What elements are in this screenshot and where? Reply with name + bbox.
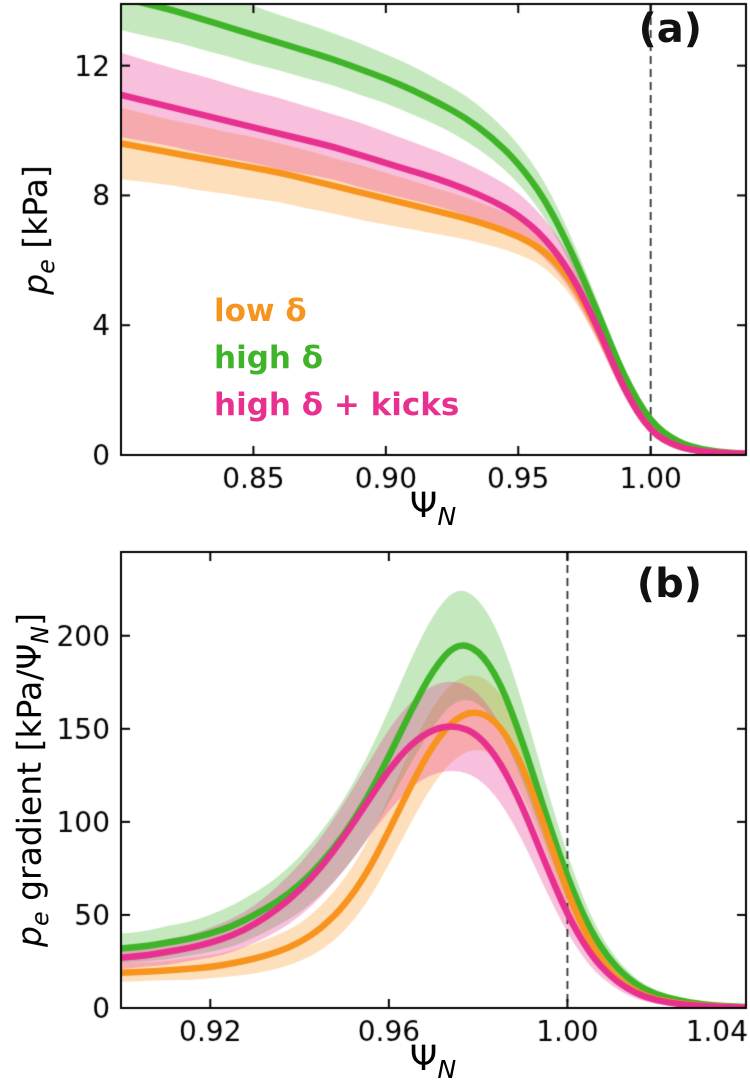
axis-label-segment: N — [437, 502, 457, 531]
panel-a-plot-canvas — [0, 0, 750, 535]
axis-label-segment: Ψ — [9, 643, 49, 670]
axis-label-segment: p — [15, 273, 55, 295]
legend-item: low δ — [214, 293, 307, 329]
axis-label-segment: N — [26, 625, 55, 644]
axis-label-segment: e — [32, 259, 61, 274]
axis-label-segment: gradient [kPa/ — [9, 669, 49, 912]
panel-a: (a) low δ high δ high δ + kicks ΨN pe [kPa… — [0, 0, 750, 535]
axis-label-segment: [kPa] — [15, 165, 55, 260]
legend: low δ high δ high δ + kicks — [214, 288, 459, 429]
x-axis-label-a: ΨN — [410, 486, 456, 531]
axis-label-segment: Ψ — [409, 1039, 438, 1079]
axis-label-segment: p — [9, 926, 49, 947]
axis-label-segment: N — [437, 1055, 457, 1083]
panel-b-letter: (b) — [636, 561, 702, 607]
panel-a-letter: (a) — [638, 6, 702, 52]
panel-b: (b) ΨN pe gradient [kPa/ΨN] — [0, 535, 750, 1083]
axis-label-segment: e — [26, 911, 55, 927]
y-axis-label-b: pe gradient [kPa/ΨN] — [10, 613, 55, 947]
legend-item: high δ + kicks — [214, 387, 460, 423]
panel-b-plot-canvas — [0, 535, 750, 1083]
axis-label-segment: Ψ — [409, 486, 438, 526]
legend-item: high δ — [214, 340, 324, 376]
axis-label-segment: ] — [9, 613, 49, 626]
x-axis-label-b: ΨN — [410, 1039, 456, 1083]
y-axis-label-a: pe [kPa] — [16, 165, 61, 295]
